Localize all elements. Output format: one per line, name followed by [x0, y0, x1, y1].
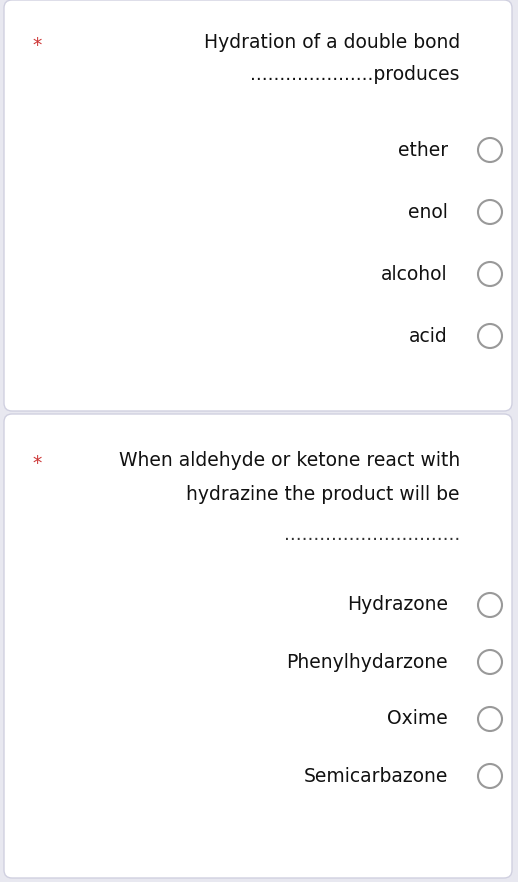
Circle shape	[478, 764, 502, 788]
Circle shape	[478, 650, 502, 674]
Text: alcohol: alcohol	[381, 265, 448, 283]
Text: Oxime: Oxime	[387, 709, 448, 729]
FancyBboxPatch shape	[4, 0, 512, 411]
Circle shape	[478, 324, 502, 348]
Text: *: *	[32, 35, 41, 55]
Text: Hydration of a double bond: Hydration of a double bond	[204, 33, 460, 51]
Circle shape	[478, 262, 502, 286]
Text: Semicarbazone: Semicarbazone	[304, 766, 448, 786]
FancyBboxPatch shape	[4, 414, 512, 878]
Circle shape	[478, 200, 502, 224]
Text: *: *	[32, 454, 41, 474]
Circle shape	[478, 593, 502, 617]
Text: When aldehyde or ketone react with: When aldehyde or ketone react with	[119, 452, 460, 470]
Text: acid: acid	[409, 326, 448, 346]
Circle shape	[478, 707, 502, 731]
Text: enol: enol	[408, 203, 448, 221]
Text: ether: ether	[398, 140, 448, 160]
Circle shape	[478, 138, 502, 162]
Text: hydrazine the product will be: hydrazine the product will be	[186, 484, 460, 504]
Text: ..............................: ..............................	[284, 526, 460, 544]
Text: Hydrazone: Hydrazone	[347, 595, 448, 615]
Text: Phenylhydarzone: Phenylhydarzone	[286, 653, 448, 671]
Text: .....................produces: .....................produces	[251, 65, 460, 85]
